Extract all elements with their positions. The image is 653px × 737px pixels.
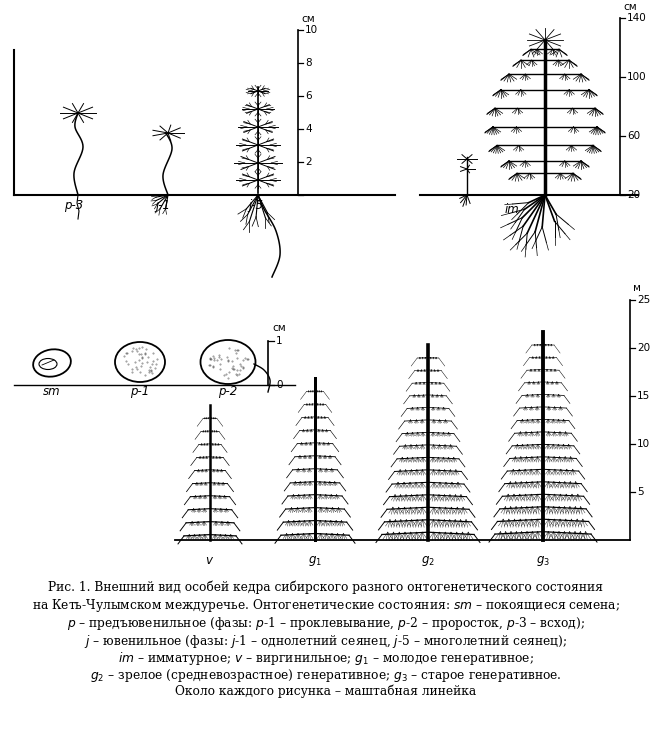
Text: на Кеть-Чулымском междуречье. Онтогенетические состояния: $\mathit{sm}$ – покоящ: на Кеть-Чулымском междуречье. Онтогенети… [32, 598, 620, 615]
Text: 10: 10 [305, 25, 318, 35]
Text: 6: 6 [305, 91, 311, 101]
Text: 2: 2 [305, 157, 311, 167]
Text: $\mathit{im}$ – имматурное; $\mathit{v}$ – виргинильное; $\mathit{g}_1$ – молодо: $\mathit{im}$ – имматурное; $\mathit{v}$… [118, 650, 534, 667]
Text: 20: 20 [637, 343, 650, 353]
Text: $\mathit{g}_2$: $\mathit{g}_2$ [421, 554, 435, 568]
Text: см: см [301, 14, 315, 24]
Text: sm: sm [43, 385, 61, 398]
Text: $\mathit{v}$: $\mathit{v}$ [206, 554, 215, 567]
Text: м: м [633, 283, 641, 293]
Text: p-3: p-3 [64, 199, 83, 212]
Text: $\mathit{p}$ – предъювенильное (фазы: $\mathit{p}$-1 – проклевывание, $\mathit{p: $\mathit{p}$ – предъювенильное (фазы: $\… [67, 615, 585, 632]
Text: im: im [505, 203, 520, 216]
Text: 0: 0 [276, 380, 283, 390]
Text: 15: 15 [637, 391, 650, 401]
Text: $\mathit{g}_3$: $\mathit{g}_3$ [536, 554, 550, 568]
Text: 4: 4 [305, 124, 311, 134]
Text: 20: 20 [627, 190, 640, 200]
Text: 1: 1 [276, 336, 283, 346]
Text: 25: 25 [637, 295, 650, 305]
Text: j-5: j-5 [248, 199, 263, 212]
Text: см: см [623, 2, 637, 12]
Text: 60: 60 [627, 131, 640, 141]
Text: 8: 8 [305, 58, 311, 68]
Text: p-2: p-2 [218, 385, 238, 398]
Text: 100: 100 [627, 72, 646, 82]
Text: $\mathit{g}_1$: $\mathit{g}_1$ [308, 554, 322, 568]
Text: $\mathit{g}_2$ – зрелое (средневозрастное) генеративное; $\mathit{g}_3$ – старое: $\mathit{g}_2$ – зрелое (средневозрастно… [90, 668, 562, 685]
Text: 140: 140 [627, 13, 646, 23]
Text: j-1: j-1 [155, 199, 170, 212]
Text: 10: 10 [637, 439, 650, 449]
Text: $\mathit{j}$ – ювенильное (фазы: $\mathit{j}$-1 – однолетний сеянец, $\mathit{j}: $\mathit{j}$ – ювенильное (фазы: $\mathi… [84, 632, 567, 649]
Text: p-1: p-1 [131, 385, 150, 398]
Text: 5: 5 [637, 487, 644, 497]
Text: Рис. 1. Внешний вид особей кедра сибирского разного онтогенетического состояния: Рис. 1. Внешний вид особей кедра сибирск… [48, 580, 603, 593]
Text: см: см [272, 323, 285, 333]
Text: Около каждого рисунка – маштабная линейка: Около каждого рисунка – маштабная линейк… [176, 685, 477, 699]
